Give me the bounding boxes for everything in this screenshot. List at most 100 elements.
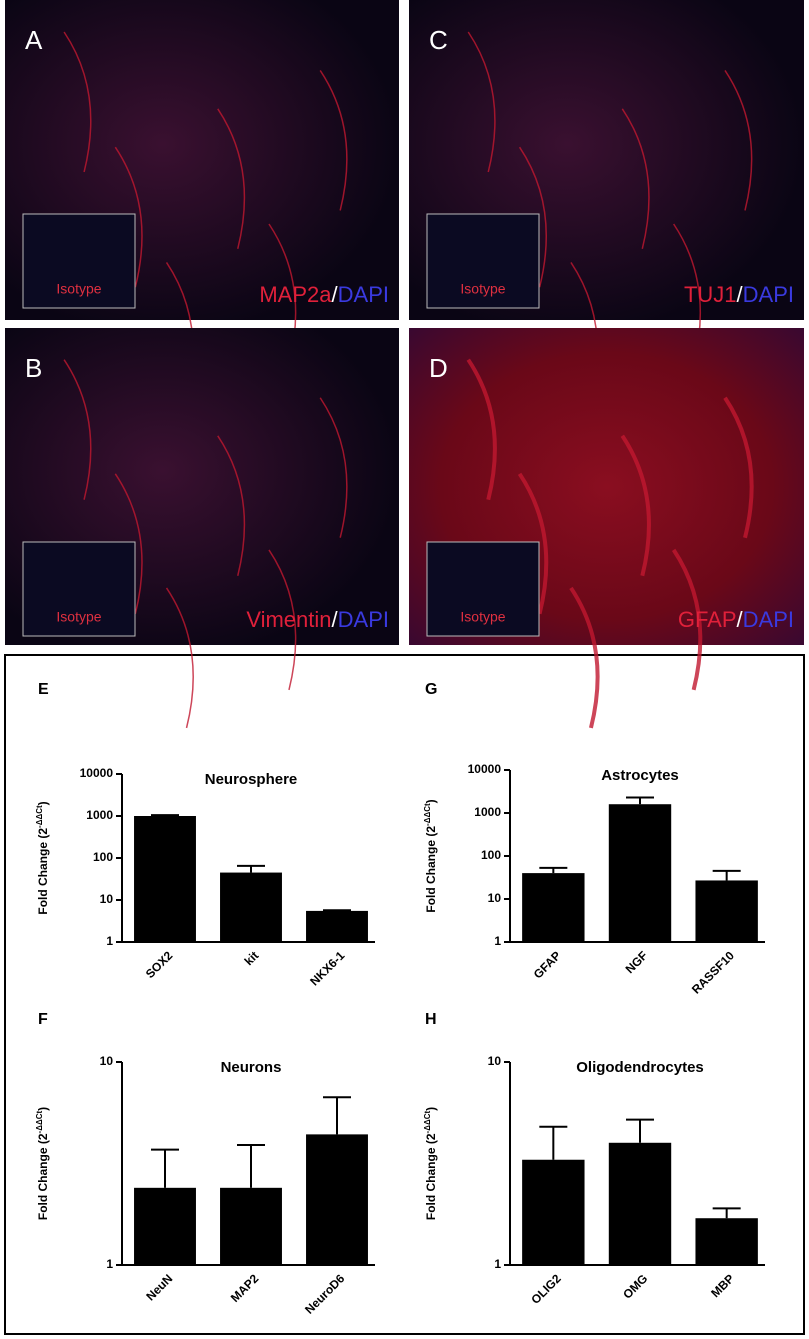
y-label-part: -ΔΔCt	[35, 805, 44, 828]
bar	[522, 873, 585, 942]
y-label-part: )	[36, 1107, 50, 1111]
bar	[134, 1187, 196, 1265]
stain-part: DAPI	[338, 607, 389, 632]
fiber	[217, 108, 246, 249]
panel-letter: E	[38, 681, 49, 698]
y-label-part: Fold Change (2	[36, 1133, 50, 1220]
y-tick-label: 10000	[80, 766, 114, 780]
x-tick-label: RASSF10	[689, 948, 737, 996]
y-axis-label: Fold Change (2-ΔΔCt)	[35, 1107, 51, 1220]
fiber	[467, 31, 496, 173]
x-tick-label: NeuN	[143, 1271, 175, 1303]
bar	[695, 1218, 758, 1265]
stain-part: /	[737, 607, 744, 632]
fiber	[466, 358, 497, 501]
y-tick-label: 100	[481, 848, 501, 862]
stain-label: Vimentin/DAPI	[246, 607, 389, 632]
bar	[306, 1134, 368, 1265]
stain-part: TUJ1	[684, 282, 737, 307]
x-tick-label: NeuroD6	[302, 1271, 347, 1316]
inset-label: Isotype	[460, 609, 505, 625]
y-axis-label: Fold Change (2-ΔΔCt)	[35, 801, 51, 914]
fiber	[114, 146, 143, 288]
fiber	[723, 396, 754, 539]
bar	[608, 804, 672, 942]
y-label-part: -ΔΔCt	[423, 803, 432, 826]
chart-title: Oligodendrocytes	[576, 1059, 704, 1076]
x-tick-label: NGF	[623, 948, 651, 976]
fiber	[63, 359, 92, 500]
y-label-part: -ΔΔCt	[35, 1111, 44, 1134]
y-label-part: )	[36, 801, 50, 805]
bar	[306, 910, 368, 942]
stain-part: /	[332, 282, 339, 307]
y-tick-label: 1	[106, 934, 113, 948]
y-label-part: Fold Change (2	[424, 826, 438, 913]
x-tick-label: SOX2	[143, 948, 176, 981]
isotype-inset	[426, 541, 540, 637]
fiber	[268, 549, 297, 691]
chart-title: Neurosphere	[205, 771, 298, 788]
isotype-inset	[22, 541, 136, 637]
stain-part: DAPI	[743, 282, 794, 307]
panel-letter: G	[425, 681, 437, 698]
panel-letter: C	[429, 25, 448, 55]
x-tick-label: kit	[242, 948, 262, 968]
stain-label: GFAP/DAPI	[678, 607, 794, 632]
inset-label: Isotype	[56, 281, 101, 297]
x-tick-label: GFAP	[531, 948, 564, 981]
fiber	[621, 108, 650, 249]
fiber	[671, 548, 703, 691]
fiber	[63, 31, 92, 173]
fiber	[217, 435, 246, 576]
panel-letter: H	[425, 1011, 437, 1028]
bar	[220, 1187, 282, 1265]
x-tick-label: MAP2	[228, 1271, 262, 1305]
stain-label: TUJ1/DAPI	[684, 282, 794, 307]
x-tick-label: OMG	[620, 1271, 650, 1301]
stain-label: MAP2a/DAPI	[259, 282, 389, 307]
fiber	[724, 69, 753, 211]
bar	[608, 1142, 672, 1265]
bar	[220, 872, 282, 942]
y-tick-label: 10000	[468, 762, 502, 776]
y-tick-label: 10	[100, 1054, 114, 1068]
panel-letter: B	[25, 353, 42, 383]
fiber	[319, 397, 348, 538]
isotype-inset	[22, 213, 136, 309]
chart-title: Neurons	[221, 1059, 282, 1076]
isotype-inset	[426, 213, 540, 309]
x-tick-label: NKX6-1	[307, 948, 347, 988]
y-label-part: )	[424, 1107, 438, 1111]
y-tick-label: 100	[93, 850, 113, 864]
fiber	[165, 587, 194, 729]
stain-part: MAP2a	[259, 282, 332, 307]
y-label-part: -ΔΔCt	[423, 1111, 432, 1134]
y-tick-label: 1	[494, 1257, 501, 1271]
y-label-part: )	[424, 799, 438, 803]
chart-frame	[4, 654, 805, 1335]
fiber	[114, 473, 143, 615]
y-tick-label: 1000	[86, 808, 113, 822]
panel-letter: A	[25, 25, 43, 55]
panel-letter: F	[38, 1011, 48, 1028]
x-tick-label: OLIG2	[528, 1271, 564, 1307]
fiber	[518, 146, 547, 288]
stain-part: DAPI	[338, 282, 389, 307]
inset-label: Isotype	[56, 609, 101, 625]
inset-label: Isotype	[460, 281, 505, 297]
fiber	[319, 69, 348, 211]
y-tick-label: 10	[488, 1054, 502, 1068]
y-label-part: Fold Change (2	[424, 1133, 438, 1220]
y-tick-label: 10	[100, 892, 114, 906]
fiber	[569, 586, 600, 729]
x-tick-label: MBP	[708, 1271, 737, 1300]
bar	[522, 1159, 585, 1265]
chart-title: Astrocytes	[601, 767, 679, 784]
y-axis-label: Fold Change (2-ΔΔCt)	[423, 1107, 439, 1220]
fiber	[517, 472, 549, 615]
bar	[134, 816, 196, 942]
stain-part: DAPI	[743, 607, 794, 632]
fiber	[620, 434, 651, 577]
